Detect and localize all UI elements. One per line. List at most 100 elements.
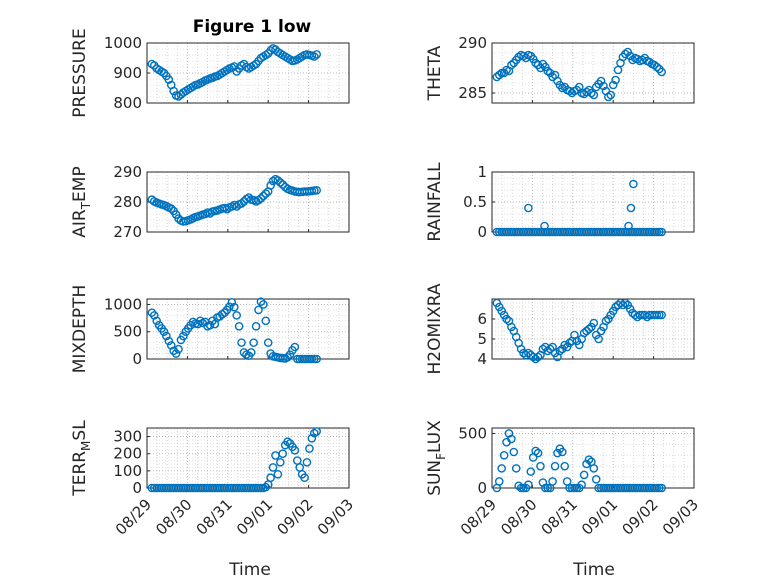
axes-box-2 xyxy=(491,42,695,104)
y-tick-label: 800 xyxy=(113,94,142,112)
data-point xyxy=(259,300,268,309)
data-point xyxy=(266,181,275,190)
data-point xyxy=(589,464,599,473)
x-tick-label: 09/03 xyxy=(314,495,357,538)
data-point xyxy=(499,450,509,460)
data-point xyxy=(654,310,664,320)
data-point xyxy=(290,342,300,352)
data-point xyxy=(164,75,174,84)
y-axis-label: THETA xyxy=(425,45,445,101)
data-point xyxy=(550,461,560,471)
data-point xyxy=(594,334,603,344)
data-point xyxy=(309,52,319,61)
series-markers-5 xyxy=(147,297,321,364)
data-point xyxy=(540,221,549,231)
y-axis-label: SUNFLUX xyxy=(425,420,448,496)
data-point xyxy=(543,66,553,76)
data-point xyxy=(652,227,662,237)
data-point xyxy=(502,314,511,324)
grid-4 xyxy=(491,171,695,233)
data-point xyxy=(174,344,183,354)
y-tick-label: 100 xyxy=(113,462,142,480)
y-tick-label: 1 xyxy=(477,163,487,181)
subplot-5: 0 500 1000 MIXDEPTH xyxy=(70,285,350,374)
data-point xyxy=(541,483,550,493)
y-tick-label: 1000 xyxy=(104,295,142,313)
data-point xyxy=(261,189,271,198)
data-point xyxy=(169,86,178,96)
data-point xyxy=(582,459,591,469)
data-point xyxy=(626,203,636,213)
data-point xyxy=(227,297,237,307)
y-tick-label: 1000 xyxy=(104,34,142,52)
data-point xyxy=(560,461,570,471)
data-point xyxy=(312,50,321,59)
y-tick-label: 0 xyxy=(132,479,142,497)
data-point xyxy=(256,483,266,493)
data-point xyxy=(657,227,666,237)
data-point xyxy=(171,349,181,358)
data-point xyxy=(613,65,623,75)
data-point xyxy=(606,90,616,100)
data-point xyxy=(246,348,256,357)
data-point xyxy=(273,469,283,479)
data-point xyxy=(524,480,533,490)
y-tick-label: 280 xyxy=(113,193,142,211)
series-markers-2 xyxy=(492,47,666,102)
y-axis-label: PRESSURE xyxy=(70,28,90,117)
data-point xyxy=(618,300,628,310)
data-point xyxy=(560,340,570,350)
data-point xyxy=(584,455,594,464)
data-point xyxy=(312,354,321,364)
y-tick-label: 6 xyxy=(477,310,487,328)
subplot-1: 800 900 1000 PRESSURE xyxy=(70,28,350,118)
data-point xyxy=(254,195,263,205)
data-point xyxy=(159,327,169,337)
data-point xyxy=(536,461,545,471)
data-point xyxy=(305,444,314,453)
series-markers-3 xyxy=(147,174,321,226)
data-point xyxy=(169,346,178,356)
data-point xyxy=(237,338,246,347)
x-tick-label: 09/02 xyxy=(618,495,661,538)
data-point xyxy=(259,191,268,201)
data-point xyxy=(507,434,516,444)
data-point xyxy=(237,199,246,208)
data-point xyxy=(608,80,618,90)
data-point xyxy=(657,67,666,77)
data-point xyxy=(591,474,601,484)
x-axis-label-left: Time xyxy=(228,560,271,580)
data-point xyxy=(543,483,553,493)
data-point xyxy=(307,354,317,364)
data-point xyxy=(526,467,536,476)
subplot-4: 0 0.5 1 RAINFALL xyxy=(425,162,695,242)
data-point xyxy=(652,483,662,493)
x-tick-label: 09/03 xyxy=(659,495,702,538)
data-point xyxy=(548,477,557,486)
data-point xyxy=(621,298,630,308)
y-axis-label: MIXDEPTH xyxy=(70,285,90,374)
series-markers-4 xyxy=(492,179,666,237)
data-point xyxy=(570,483,579,493)
grid-7 xyxy=(146,428,350,489)
data-point xyxy=(261,482,271,492)
x-tick-label: 09/01 xyxy=(233,495,276,538)
y-axis-label: RAINFALL xyxy=(425,162,445,242)
y-tick-label: 290 xyxy=(113,163,142,181)
data-point xyxy=(494,70,504,80)
data-point xyxy=(263,338,273,347)
data-point xyxy=(254,305,263,315)
data-point xyxy=(205,320,215,330)
y-tick-label: 5 xyxy=(477,330,487,348)
data-point xyxy=(604,92,613,102)
data-point xyxy=(531,446,540,456)
data-point xyxy=(300,473,309,483)
y-tick-label: 300 xyxy=(113,428,142,446)
data-point xyxy=(589,318,599,328)
data-point xyxy=(599,81,608,91)
axes-box-8 xyxy=(491,427,695,489)
y-tick-label: 270 xyxy=(113,223,142,241)
